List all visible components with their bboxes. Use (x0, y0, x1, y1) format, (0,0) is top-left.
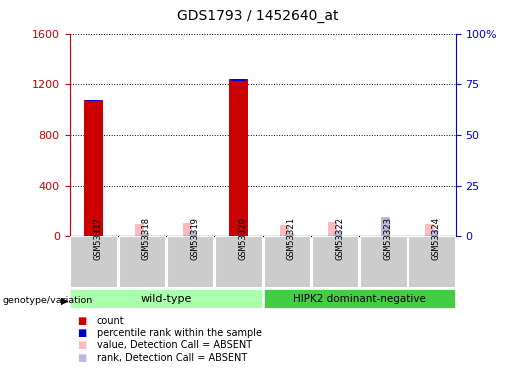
Bar (425, 224, 434, 236)
Bar (231, 80, 246, 81)
Text: rank, Detection Call = ABSENT: rank, Detection Call = ABSENT (97, 353, 247, 363)
Bar (360, 236, 406, 287)
Text: percentile rank within the sample: percentile rank within the sample (97, 328, 262, 338)
Bar (71, 289, 262, 308)
Text: ■: ■ (77, 328, 87, 338)
Text: ■: ■ (77, 340, 87, 350)
Bar (329, 222, 337, 236)
Text: GSM53321: GSM53321 (287, 217, 296, 260)
Text: ■: ■ (77, 316, 87, 326)
Text: GSM53324: GSM53324 (432, 217, 441, 260)
Bar (229, 80, 248, 236)
Bar (84, 100, 103, 236)
Text: value, Detection Call = ABSENT: value, Detection Call = ABSENT (97, 340, 252, 350)
Text: GSM53323: GSM53323 (383, 217, 392, 260)
Text: HIPK2 dominant-negative: HIPK2 dominant-negative (293, 294, 426, 303)
Bar (285, 233, 294, 236)
Bar (86, 100, 101, 101)
Bar (167, 236, 213, 287)
Text: GSM53320: GSM53320 (238, 217, 248, 260)
Bar (188, 232, 197, 236)
Bar (215, 236, 262, 287)
Bar (382, 217, 390, 236)
Text: GDS1793 / 1452640_at: GDS1793 / 1452640_at (177, 9, 338, 23)
Bar (119, 236, 165, 287)
Text: count: count (97, 316, 125, 326)
Text: GSM53318: GSM53318 (142, 217, 151, 260)
Bar (140, 233, 149, 236)
Text: GSM53322: GSM53322 (335, 217, 344, 260)
Bar (430, 230, 438, 236)
Bar (408, 236, 455, 287)
Bar (312, 236, 358, 287)
Text: ■: ■ (77, 353, 87, 363)
Bar (71, 236, 117, 287)
Bar (280, 225, 289, 236)
Bar (333, 232, 342, 236)
Bar (264, 236, 310, 287)
Text: GSM53317: GSM53317 (94, 217, 102, 260)
Text: GSM53319: GSM53319 (190, 217, 199, 260)
Bar (183, 223, 192, 236)
Text: ▶: ▶ (61, 296, 68, 306)
Text: wild-type: wild-type (141, 294, 192, 303)
Text: genotype/variation: genotype/variation (3, 296, 93, 305)
Bar (135, 224, 144, 236)
Bar (264, 289, 455, 308)
